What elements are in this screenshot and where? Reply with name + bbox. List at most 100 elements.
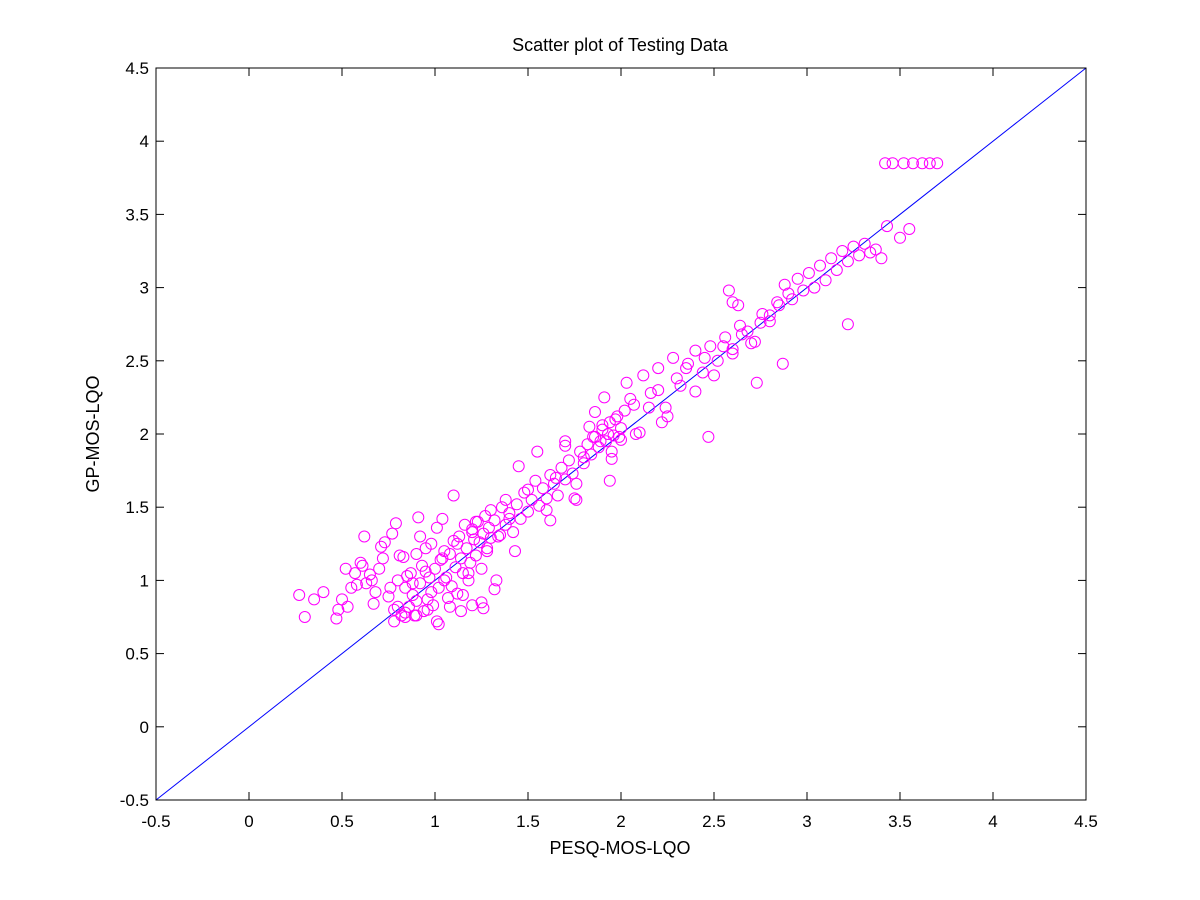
x-tick-label: -0.5 (141, 812, 170, 831)
data-point (412, 511, 425, 524)
data-point (358, 530, 371, 543)
data-point (499, 518, 512, 531)
data-point (456, 589, 469, 601)
data-point (430, 521, 443, 534)
data-point (349, 567, 361, 580)
data-point (881, 220, 893, 233)
data-point (341, 600, 354, 613)
data-point (378, 536, 391, 549)
data-point (559, 435, 572, 448)
data-point (507, 526, 520, 539)
data-point (375, 540, 388, 553)
data-point (763, 309, 776, 322)
data-point (618, 404, 631, 417)
x-tick-label: 2.5 (702, 812, 726, 831)
data-point (836, 245, 849, 257)
data-point (771, 296, 784, 309)
data-point (583, 420, 596, 433)
data-point (529, 474, 542, 487)
data-point (399, 606, 412, 619)
data-point (350, 578, 363, 591)
data-point (499, 493, 512, 506)
y-tick-label: 2 (140, 425, 149, 444)
data-point (734, 319, 746, 332)
data-point (726, 343, 739, 356)
data-point (903, 223, 916, 235)
data-point (466, 599, 479, 612)
data-point (471, 515, 484, 528)
data-point (365, 574, 378, 587)
x-tick-label: 2 (616, 812, 625, 831)
data-point (345, 581, 358, 594)
data-point (735, 328, 748, 341)
data-point (443, 600, 456, 613)
data-point (369, 586, 382, 599)
data-point (598, 391, 611, 404)
data-point (907, 157, 919, 170)
data-point (717, 340, 730, 353)
data-point (637, 369, 650, 382)
data-point (440, 571, 453, 584)
data-point (585, 448, 598, 461)
data-point (451, 587, 464, 600)
data-point (453, 530, 466, 543)
data-point (363, 568, 376, 581)
data-point (384, 581, 397, 594)
data-point (425, 586, 438, 599)
data-point (436, 552, 449, 565)
data-point (620, 376, 633, 389)
data-point (559, 439, 572, 452)
data-point (570, 477, 583, 490)
data-point (475, 596, 488, 609)
data-point (460, 542, 473, 555)
data-point (449, 561, 462, 574)
x-tick-label: 3 (802, 812, 811, 831)
data-point (577, 451, 590, 464)
data-point (931, 157, 944, 170)
data-point (756, 308, 769, 320)
data-point (574, 445, 587, 458)
data-point (416, 559, 428, 572)
x-tick-label: 1 (430, 812, 439, 831)
data-point (388, 603, 401, 616)
data-point (786, 293, 799, 306)
data-point (399, 581, 412, 594)
data-point (438, 545, 451, 558)
data-point (722, 284, 735, 297)
data-point (522, 505, 534, 518)
plot-area: -0.5 0 0.5 1 1.5 2 2.5 3 3.5 4 4.5 -0.5 0 0.5 1 1.5 2 2.5… (120, 59, 1098, 831)
data-point (469, 549, 482, 562)
data-point (403, 600, 415, 613)
data-point (841, 318, 854, 331)
data-point (808, 281, 821, 294)
data-point (490, 574, 503, 587)
data-points (293, 157, 944, 631)
data-point (570, 493, 583, 506)
data-point (814, 259, 826, 272)
data-point (388, 615, 401, 628)
data-point (689, 385, 702, 398)
data-point (605, 452, 618, 465)
data-point (436, 512, 449, 525)
data-point (429, 562, 441, 575)
data-point (732, 299, 745, 312)
data-point (923, 157, 936, 170)
y-tick-label: 3 (140, 279, 149, 298)
data-point (782, 287, 795, 300)
data-point (916, 157, 929, 170)
data-point (544, 514, 557, 527)
data-point (298, 611, 311, 623)
data-point (847, 240, 860, 253)
data-point (603, 416, 616, 429)
data-point (544, 469, 557, 481)
data-point (594, 435, 607, 448)
data-point (386, 527, 399, 540)
data-point (531, 445, 544, 458)
data-point (659, 401, 672, 414)
data-point (332, 603, 345, 616)
data-point (555, 461, 568, 474)
data-point (549, 471, 562, 484)
data-point (484, 531, 497, 544)
data-point (438, 574, 451, 587)
data-point (642, 401, 655, 414)
